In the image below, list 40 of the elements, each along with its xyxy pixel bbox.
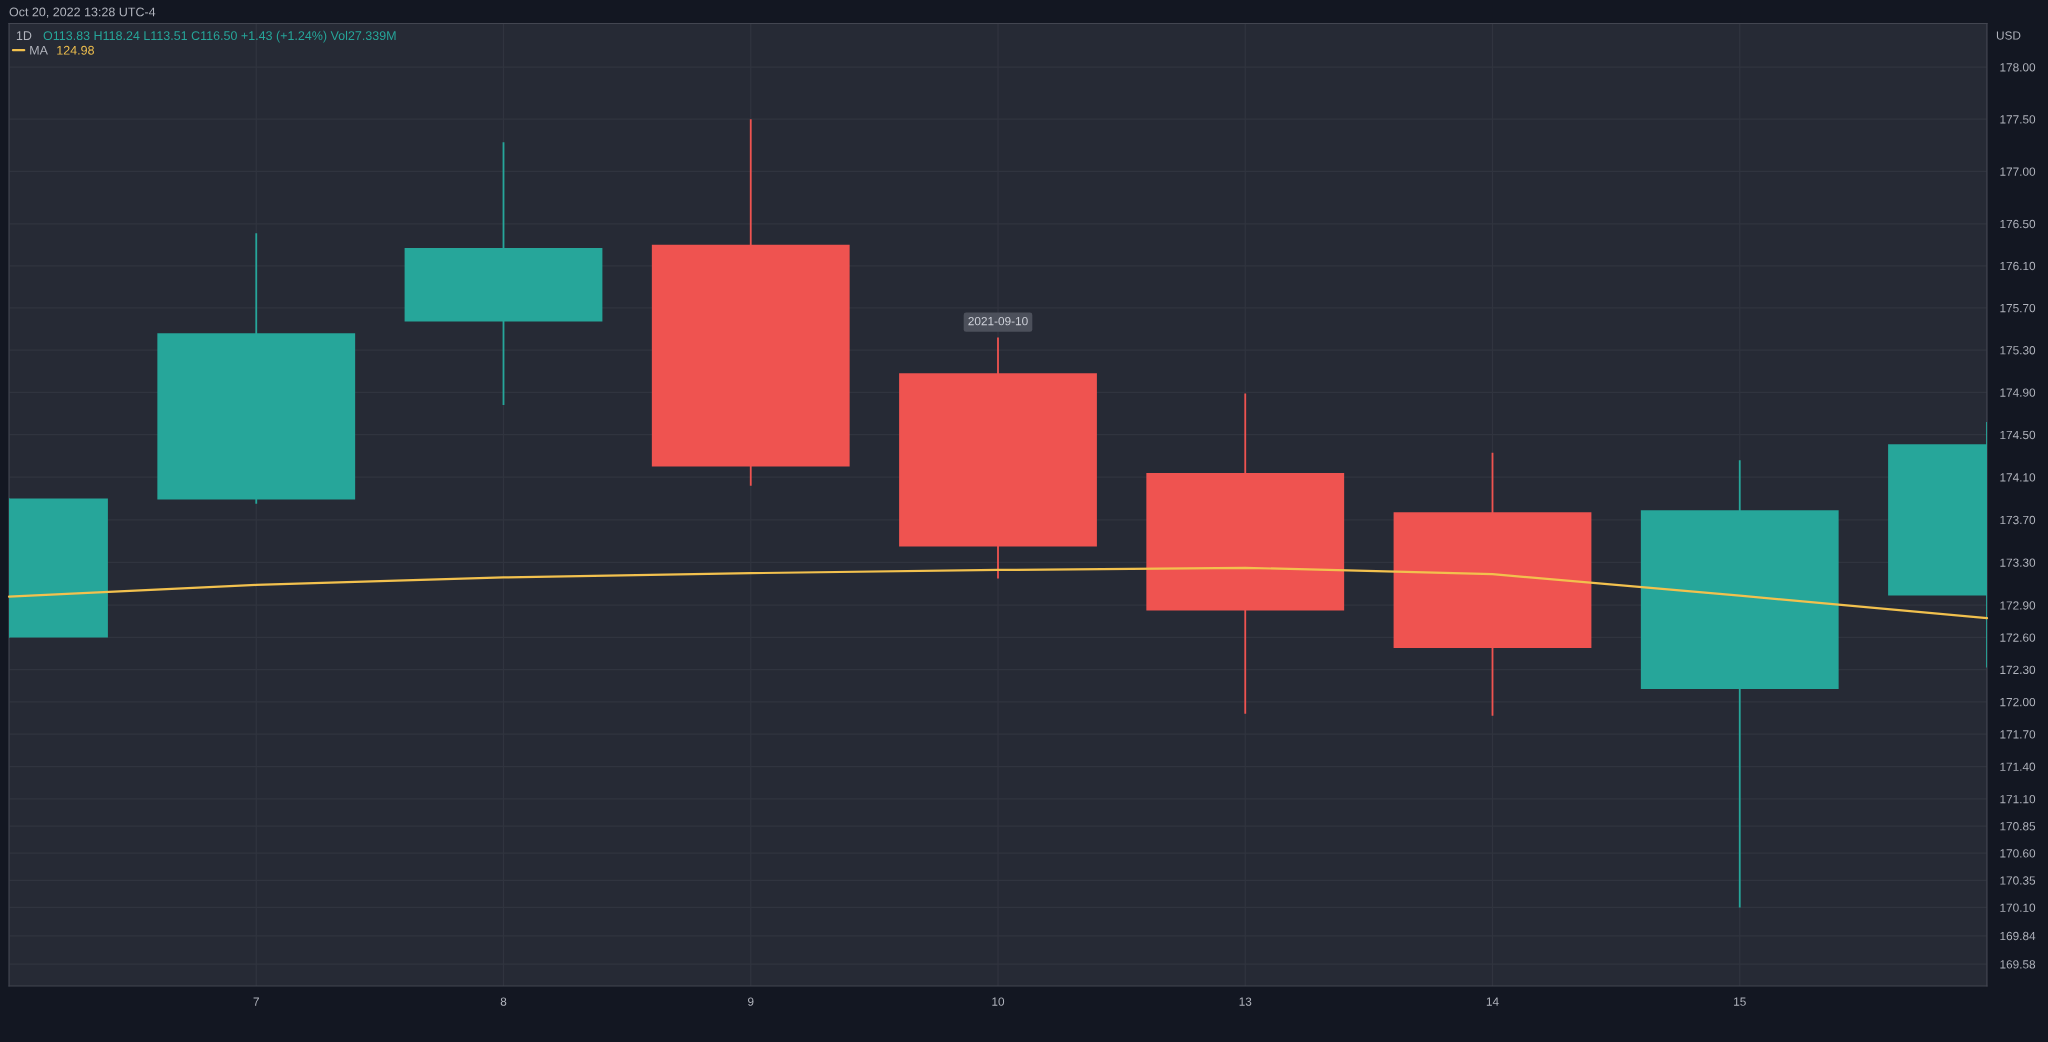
y-tick-label: 170.85 <box>2000 822 2036 831</box>
y-tick-label: 171.70 <box>2000 730 2036 739</box>
x-tick-label: 13 <box>1239 997 1252 1006</box>
y-tick-label: 172.60 <box>2000 633 2036 642</box>
x-tick-label: 9 <box>748 997 754 1006</box>
y-tick-label: 169.58 <box>2000 960 2036 969</box>
annotation: 2021-09-10 <box>968 316 1028 326</box>
y-tick-label: 170.60 <box>2000 849 2036 858</box>
y-tick-label: 172.90 <box>2000 601 2036 610</box>
y-axis-title: USD <box>1996 31 2021 40</box>
y-tick-label: 178.00 <box>2000 63 2036 72</box>
y-tick-label: 175.30 <box>2000 346 2036 355</box>
x-tick-label: 14 <box>1486 997 1499 1006</box>
x-tick-label: 15 <box>1734 997 1746 1006</box>
y-tick-label: 173.70 <box>2000 515 2036 525</box>
y-tick-label: 177.00 <box>2000 167 2036 176</box>
y-tick-label: 174.90 <box>2000 388 2036 397</box>
y-tick-label: 171.40 <box>2000 762 2036 771</box>
y-tick-label: 176.10 <box>2000 261 2036 271</box>
annotation: 124.98 <box>57 45 94 55</box>
y-tick-label: 172.00 <box>2000 697 2036 707</box>
x-tick-label: 8 <box>500 997 507 1006</box>
y-tick-label: 174.50 <box>2000 430 2036 440</box>
y-tick-label: 177.50 <box>2000 115 2036 124</box>
text: O113.83 H118.24 L113.51 C116.50 +1.43 (+1.24%) Vol27.339M <box>43 30 396 43</box>
text: Oct 20, 2022 13:28 UTC-4 <box>9 7 156 18</box>
line-series <box>7 566 1989 620</box>
y-tick-label: 169.84 <box>2000 931 2036 941</box>
chart-title: 1D <box>16 31 32 40</box>
y-tick-label: 172.30 <box>2000 665 2036 674</box>
y-tick-label: 176.50 <box>2000 219 2036 229</box>
y-tick-label: 171.10 <box>2000 795 2036 804</box>
y-tick-label: 170.10 <box>2000 903 2036 912</box>
y-tick-label: 174.10 <box>2000 473 2036 482</box>
x-tick-label: 10 <box>992 997 1005 1006</box>
x-tick-label: 7 <box>253 997 259 1006</box>
legend-label: MA <box>30 45 48 55</box>
y-tick-label: 173.30 <box>2000 558 2036 567</box>
y-tick-label: 175.70 <box>2000 303 2036 313</box>
y-tick-label: 170.35 <box>2000 876 2036 885</box>
